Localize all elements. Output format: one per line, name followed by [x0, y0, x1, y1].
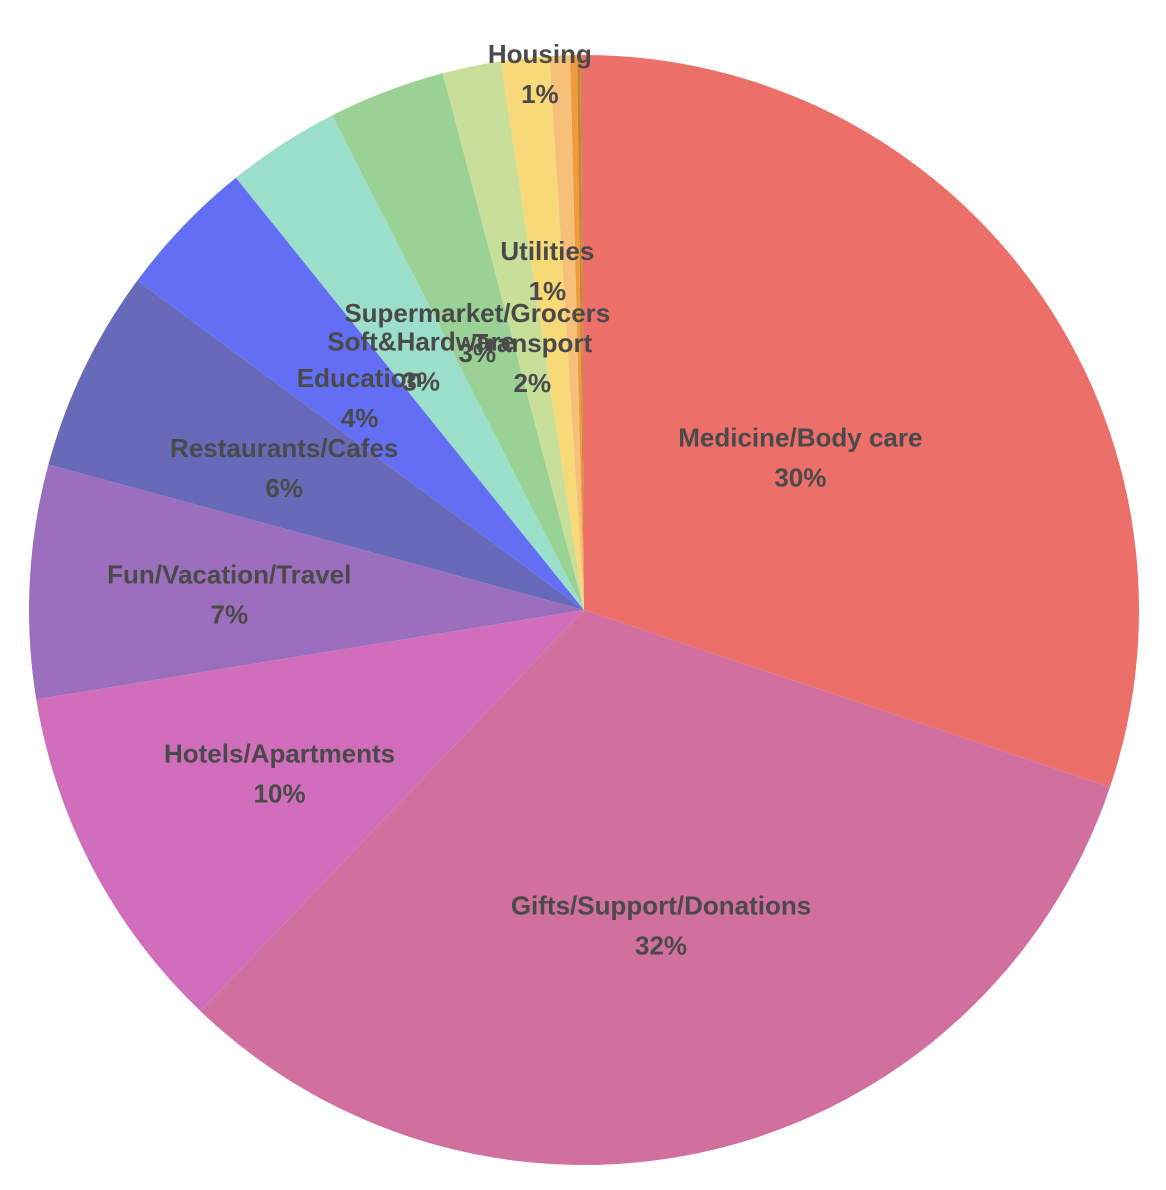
- pie-slice-restaurants-cafes: [48, 280, 585, 610]
- slice-label-name: Medicine/Body care: [678, 423, 922, 453]
- slice-label-name: Utilities: [500, 236, 594, 266]
- slice-label-medicine-body-care: Medicine/Body care 30%: [678, 423, 922, 493]
- slice-label-percent: 6%: [265, 473, 303, 503]
- slice-label-name: Hotels/Apartments: [164, 738, 395, 768]
- slice-label-percent: 2%: [513, 368, 551, 398]
- pie-slice-transport: [442, 61, 584, 611]
- slice-label-percent: 30%: [774, 463, 826, 493]
- pie-slice-education: [137, 177, 584, 611]
- pie-slice-hotels-apartments: [36, 610, 584, 1012]
- pie-labels: Medicine/Body care 30% Gifts/Support/Donat…: [107, 39, 922, 960]
- slice-label-name: Fun/Vacation/Travel: [107, 560, 351, 590]
- pie-slice-supermarket-grocers: [332, 73, 584, 610]
- slice-label-name: Soft&Hardware: [327, 326, 515, 356]
- pie-slice-unlabeled-13: [580, 55, 584, 610]
- slice-label-restaurants-cafes: Restaurants/Cafes 6%: [170, 433, 398, 503]
- slice-label-utilities: Utilities 1%: [500, 236, 594, 306]
- slice-label-name: Restaurants/Cafes: [170, 433, 398, 463]
- slice-label-percent: 7%: [210, 600, 248, 630]
- pie-slice-utilities: [500, 56, 584, 611]
- slice-label-name: Transport: [472, 328, 592, 358]
- pie-slice-fun-vacation-travel: [29, 464, 585, 700]
- slice-label-hotels-apartments: Hotels/Apartments 10%: [164, 738, 395, 808]
- slice-label-percent: 4%: [341, 403, 379, 433]
- slice-label-name: Education: [297, 363, 423, 393]
- pie-slice-gifts-support-donations: [200, 610, 1110, 1166]
- slice-label-education: Education 4%: [297, 363, 423, 433]
- slice-label-percent: 3%: [458, 338, 496, 368]
- pie-slice-unlabeled-11: [570, 55, 584, 611]
- pie-slice-medicine-body-care: [584, 55, 1140, 788]
- pie-slice-housing: [549, 55, 584, 610]
- slice-label-fun-vacation-travel: Fun/Vacation/Travel 7%: [107, 560, 351, 630]
- pie-slices: [29, 55, 1140, 1166]
- pie-slice-soft-hardware: [235, 115, 584, 611]
- slice-label-percent: 10%: [254, 778, 306, 808]
- slice-label-transport: Transport 2%: [472, 328, 592, 398]
- slice-label-housing: Housing 1%: [488, 39, 592, 109]
- slice-label-name: Housing: [488, 39, 592, 69]
- pie-slice-unlabeled-12: [577, 55, 584, 611]
- slice-label-name: Supermarket/Grocers: [344, 298, 610, 328]
- slice-label-percent: 32%: [635, 931, 687, 961]
- slice-label-percent: 1%: [521, 79, 559, 109]
- slice-label-percent: 3%: [402, 366, 440, 396]
- slice-label-gifts-support-donations: Gifts/Support/Donations 32%: [511, 891, 811, 961]
- slice-label-name: Gifts/Support/Donations: [511, 891, 811, 921]
- slice-label-supermarket-grocers: Supermarket/Grocers 3%: [344, 298, 610, 368]
- slice-label-percent: 1%: [529, 276, 567, 306]
